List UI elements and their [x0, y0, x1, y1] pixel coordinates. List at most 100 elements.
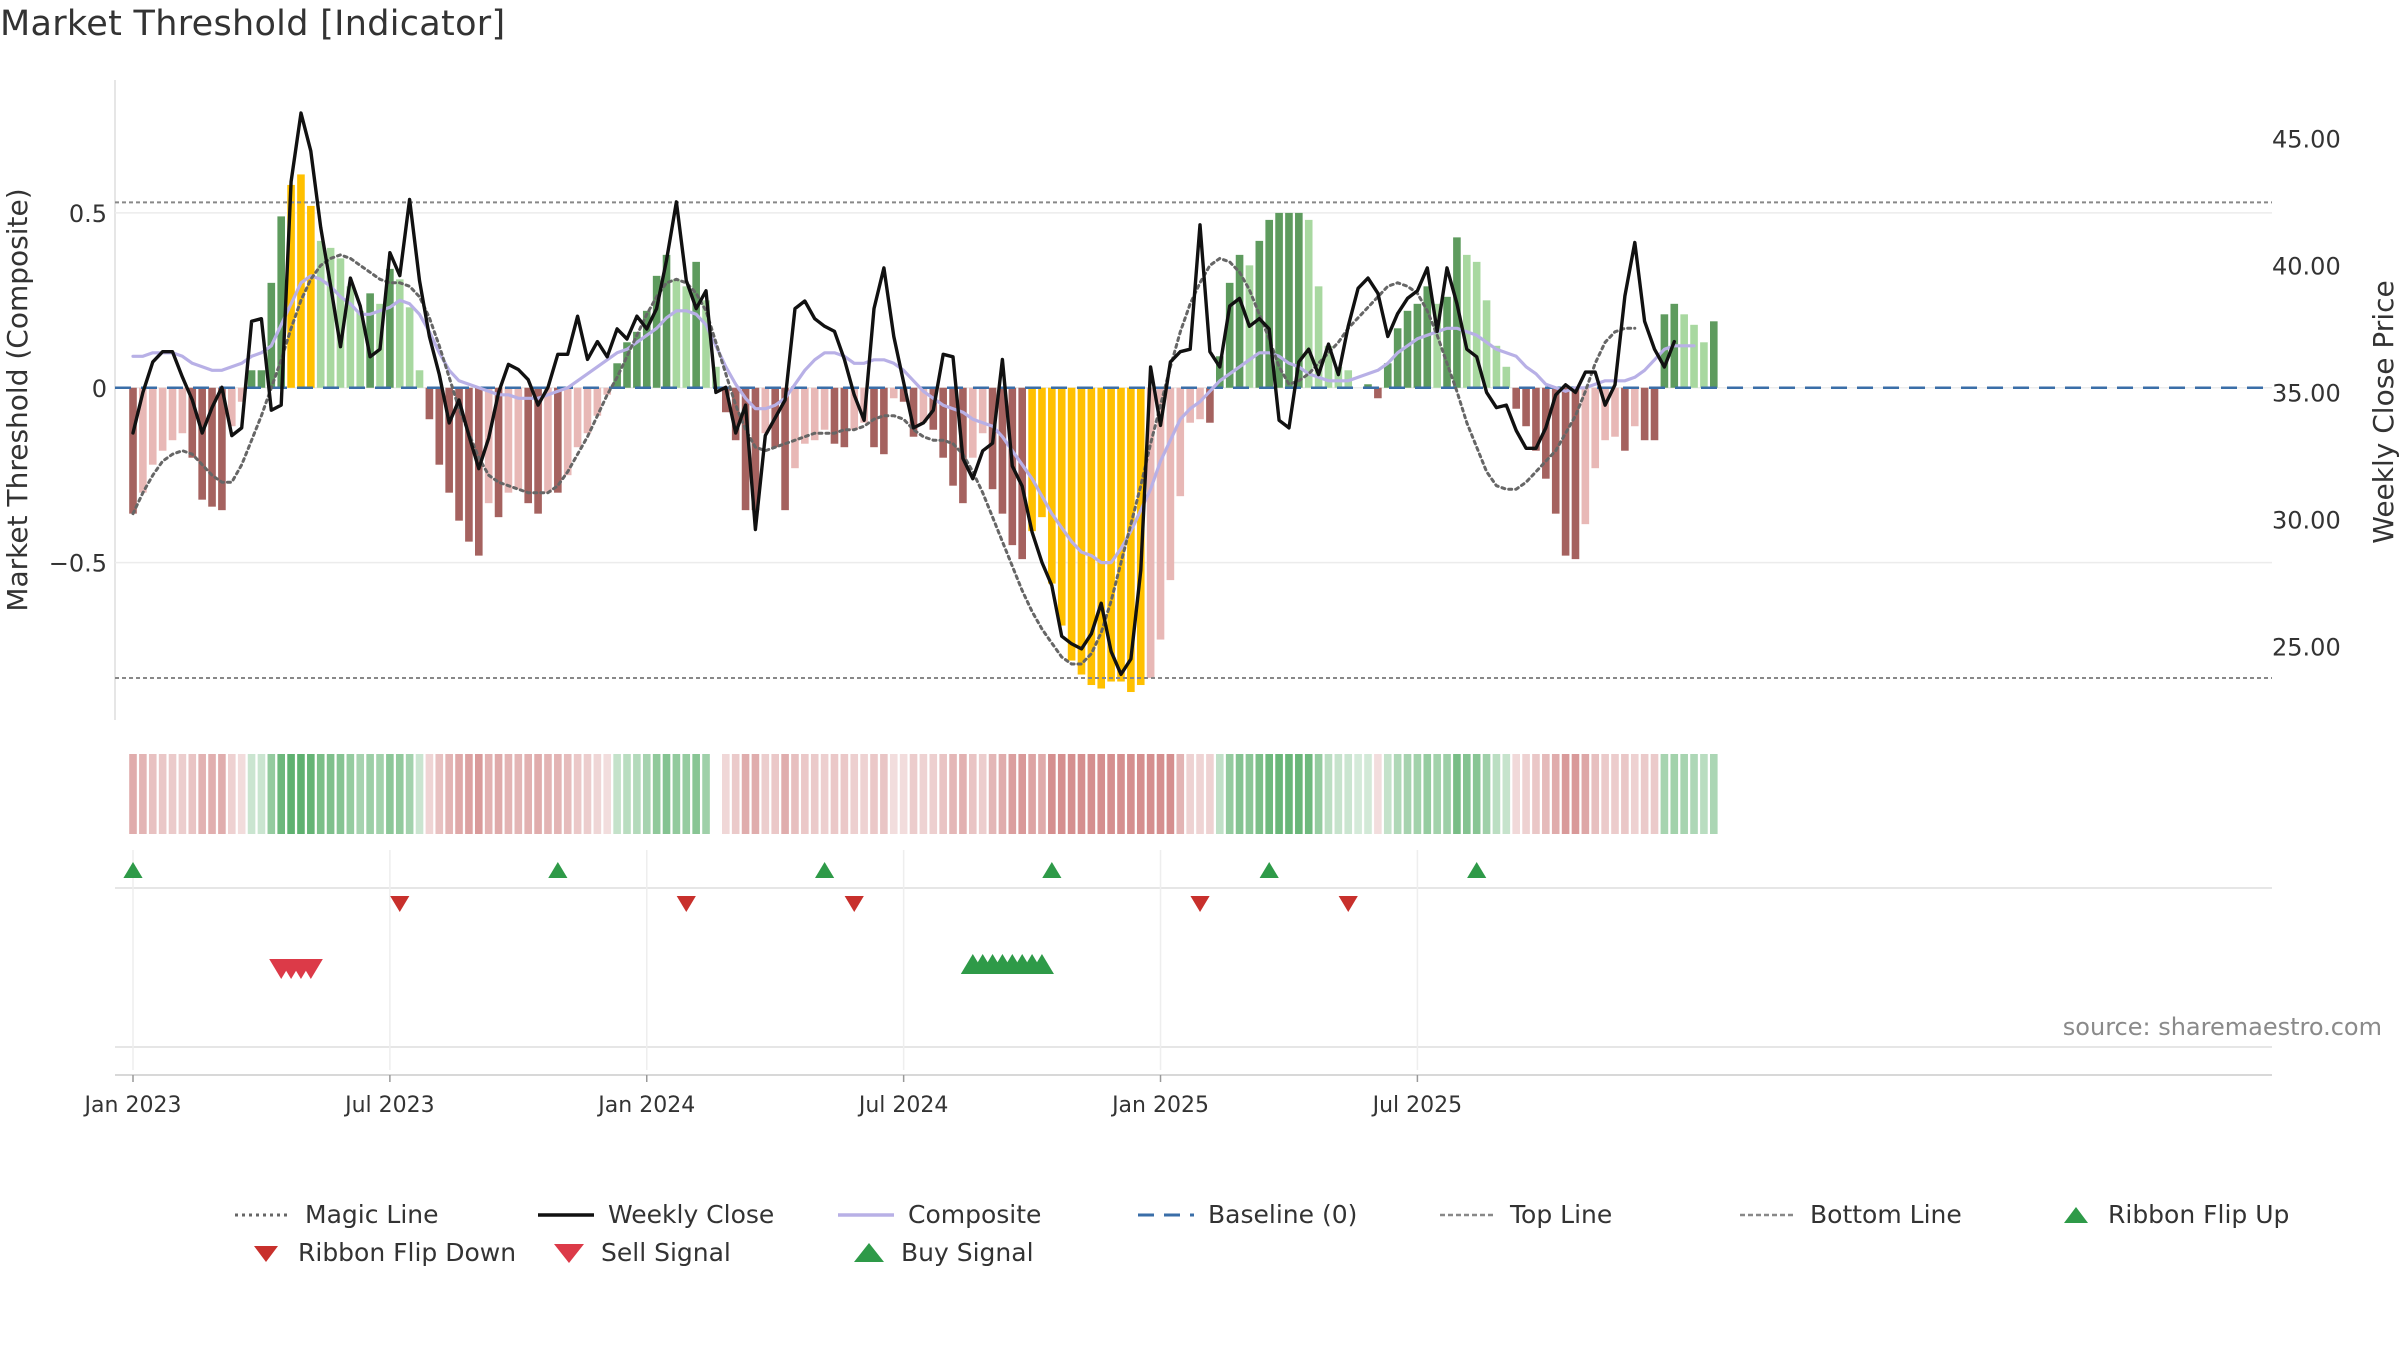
composite-bar [682, 286, 691, 388]
ribbon-segment [840, 754, 849, 834]
composite-bar [1640, 387, 1649, 441]
ribbon-segment [158, 754, 167, 834]
ribbon-segment [583, 754, 592, 834]
legend-label: Ribbon Flip Up [2108, 1200, 2290, 1229]
legend: Magic Line Weekly Close Composite Baseli… [0, 1200, 2400, 1280]
ribbon-segment [1067, 754, 1076, 834]
ribbon-segment [850, 754, 859, 834]
y-tick-label: 0 [92, 375, 107, 403]
ribbon-segment [1028, 754, 1036, 834]
ribbon-segment [1324, 754, 1333, 834]
y2-tick-label: 25.00 [2272, 633, 2341, 661]
composite-bar [810, 387, 819, 441]
ribbon-segment [1216, 754, 1224, 834]
composite-bar [188, 387, 197, 458]
composite-bar [534, 387, 542, 514]
composite-bar [1393, 328, 1402, 388]
ribbon-segment [633, 754, 641, 834]
composite-bar [1443, 296, 1451, 388]
composite-bar [148, 387, 157, 465]
ribbon-flip-up-marker [815, 862, 835, 878]
ribbon-segment [899, 754, 908, 834]
composite-bar [1235, 254, 1244, 388]
composite-bar [405, 307, 414, 388]
chart-svg: 0.5 0 −0.5 45.00 40.00 35.00 30.00 25.00 Market … [1, 80, 2400, 1118]
composite-bar [801, 387, 809, 444]
composite-bar [1176, 387, 1185, 497]
magic-line [131, 253, 1637, 666]
ribbon-segment [1542, 754, 1550, 834]
ribbon-segment [316, 754, 325, 834]
ribbon-segment [1354, 754, 1362, 834]
ribbon-segment [563, 754, 572, 834]
composite-bar [949, 387, 957, 486]
ribbon-segment [949, 754, 957, 834]
composite-bar [642, 310, 651, 388]
composite-bar [1502, 366, 1511, 388]
composite-bar [1107, 387, 1115, 682]
y2-tick-label: 35.00 [2272, 379, 2341, 407]
composite-bar [909, 387, 918, 437]
ribbon-segment [326, 754, 335, 834]
ribbon-segment [168, 754, 177, 834]
x-tick-label: Jul 2025 [1371, 1093, 1463, 1118]
composite-bar [198, 387, 206, 500]
ribbon-segment [959, 754, 967, 834]
composite-bar [702, 300, 710, 388]
ribbon-segment [1225, 754, 1234, 834]
composite-bar [1216, 356, 1224, 388]
composite-bar [731, 387, 740, 441]
ribbon-segment [148, 754, 157, 834]
composite-bar [237, 387, 246, 402]
composite-bar [1621, 387, 1629, 451]
composite-bar [1344, 370, 1353, 388]
sell-signal-marker [298, 959, 323, 979]
composite-bar [386, 268, 394, 388]
composite-bar [287, 184, 295, 388]
ribbon-segment [1255, 754, 1264, 834]
ribbon-segment [1660, 754, 1669, 834]
ribbon-segment [573, 754, 582, 834]
composite-bar [652, 275, 661, 388]
composite-bar [1433, 303, 1441, 388]
ribbon-segment [1245, 754, 1254, 834]
composite-bar [524, 387, 532, 504]
composite-bar [1127, 387, 1135, 693]
x-tick-label: Jan 2023 [83, 1093, 182, 1118]
ribbon-segment [1492, 754, 1501, 834]
ribbon-segment [791, 754, 799, 834]
ribbon-segment [1038, 754, 1046, 834]
legend-label: Weekly Close [608, 1200, 775, 1229]
ribbon-segment [682, 754, 691, 834]
ribbon-segment [465, 754, 473, 834]
ribbon-segment [969, 754, 977, 834]
composite-bar [1067, 387, 1076, 661]
legend-label: Baseline (0) [1208, 1200, 1358, 1229]
ribbon-segment [1077, 754, 1086, 834]
ribbon-segment [741, 754, 750, 834]
ribbon-segment [218, 754, 226, 834]
x-tick-label: Jan 2024 [596, 1093, 695, 1118]
ribbon-segment [909, 754, 918, 834]
ribbon-segment [277, 754, 285, 834]
ribbon-segment [1650, 754, 1659, 834]
ribbon-segment [1196, 754, 1204, 834]
composite-bar [415, 370, 424, 388]
legend-label: Magic Line [305, 1200, 439, 1229]
legend-label: Buy Signal [901, 1238, 1034, 1267]
legend-bottom-line: Bottom Line [1740, 1200, 1962, 1229]
composite-bar [1077, 387, 1086, 675]
ribbon-segment [1512, 754, 1520, 834]
ribbon-segment [1443, 754, 1451, 834]
ribbon-segment [731, 754, 740, 834]
composite-bar [1265, 219, 1273, 388]
composite-bar [1423, 286, 1432, 388]
composite-bar [1038, 387, 1046, 518]
composite-bar [475, 387, 483, 556]
ribbon-segment [366, 754, 374, 834]
ribbon-segment [1601, 754, 1609, 834]
ribbon-segment [1334, 754, 1343, 834]
composite-bar [494, 387, 503, 518]
composite-bar [978, 387, 987, 434]
legend-sell-signal: Sell Signal [551, 1238, 731, 1267]
